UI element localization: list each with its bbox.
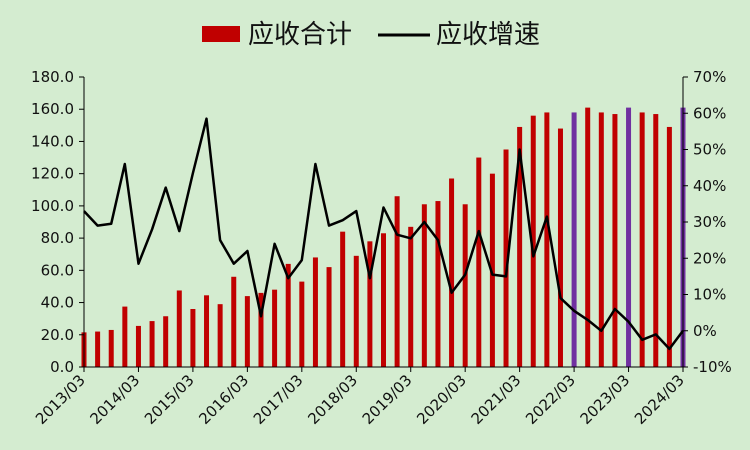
bar — [626, 107, 632, 367]
bar — [326, 267, 332, 367]
bar — [517, 126, 523, 367]
bar — [598, 112, 604, 367]
y-left-tick-label: 60.0 — [41, 261, 74, 279]
bar — [258, 292, 264, 367]
bar — [381, 233, 386, 367]
bar — [108, 329, 114, 367]
line-series — [83, 117, 684, 351]
bar — [340, 231, 346, 367]
y-right-tick-label: 10% — [693, 286, 726, 304]
bar — [190, 309, 196, 367]
y-left-tick-label: 80.0 — [41, 229, 74, 247]
bar — [176, 290, 182, 367]
bar — [272, 289, 278, 367]
bar — [557, 128, 563, 367]
y-left-tick-label: 20.0 — [41, 326, 74, 344]
y-left-tick-label: 120.0 — [31, 165, 74, 183]
bar — [544, 112, 550, 367]
bar — [204, 295, 210, 367]
bar — [163, 316, 169, 367]
x-tick-label: 2018/03 — [304, 371, 361, 428]
bar — [149, 321, 155, 367]
y-right-tick-label: 60% — [693, 104, 726, 122]
bar — [530, 115, 536, 368]
bar — [285, 263, 291, 367]
y-right-tick-label: -10% — [693, 358, 732, 376]
x-tick-label: 2023/03 — [577, 371, 634, 428]
bar — [122, 306, 128, 367]
bar — [367, 241, 373, 367]
x-tick-label: 2020/03 — [413, 371, 470, 428]
legend: 应收合计 应收增速 — [202, 20, 540, 50]
y-left-tick-label: 100.0 — [31, 197, 74, 215]
bar — [95, 331, 101, 367]
x-tick-label: 2022/03 — [522, 371, 579, 428]
x-tick-label: 2017/03 — [250, 371, 307, 428]
y-left-tick-label: 40.0 — [41, 294, 74, 312]
bar — [244, 296, 250, 367]
y-left-tick-label: 0.0 — [50, 358, 74, 376]
legend-label-line: 应收增速 — [436, 20, 540, 50]
growth-line — [83, 117, 684, 351]
bar — [666, 126, 672, 367]
y-right-tick-label: 70% — [693, 68, 726, 86]
bar — [639, 112, 645, 367]
bar — [653, 114, 659, 367]
y-left-tick-label: 160.0 — [31, 100, 74, 118]
y-left-tick-label: 180.0 — [31, 68, 74, 86]
bar — [449, 178, 455, 367]
y-right-tick-label: 50% — [693, 141, 726, 159]
bar — [394, 196, 400, 367]
x-tick-label: 2016/03 — [195, 371, 252, 428]
x-tick-label: 2015/03 — [141, 371, 198, 428]
bar — [421, 204, 427, 367]
bar — [353, 255, 359, 367]
bar — [571, 112, 577, 367]
y-right-tick-label: 0% — [693, 322, 717, 340]
y-right-tick-label: 40% — [693, 177, 726, 195]
x-tick-label: 2021/03 — [468, 371, 525, 428]
x-tick-label: 2019/03 — [359, 371, 416, 428]
bar — [476, 157, 482, 367]
y-left-tick-label: 140.0 — [31, 132, 74, 150]
bar — [489, 173, 495, 367]
bar — [585, 107, 591, 367]
bar — [408, 226, 414, 367]
legend-swatch-bar — [202, 26, 240, 42]
bar — [435, 201, 441, 367]
bar — [503, 149, 509, 367]
bar — [312, 257, 318, 367]
y-right-tick-label: 20% — [693, 249, 726, 267]
x-tick-label: 2013/03 — [32, 371, 89, 428]
legend-label-bar: 应收合计 — [248, 20, 352, 50]
bar — [612, 114, 618, 367]
bar — [217, 304, 223, 367]
bar — [135, 325, 141, 367]
x-tick-label: 2024/03 — [631, 371, 688, 428]
y-right-tick-label: 30% — [693, 213, 726, 231]
bar — [462, 204, 468, 367]
x-tick-label: 2014/03 — [86, 371, 143, 428]
bar — [231, 276, 237, 367]
bar-series — [81, 107, 686, 368]
bar — [299, 281, 305, 367]
